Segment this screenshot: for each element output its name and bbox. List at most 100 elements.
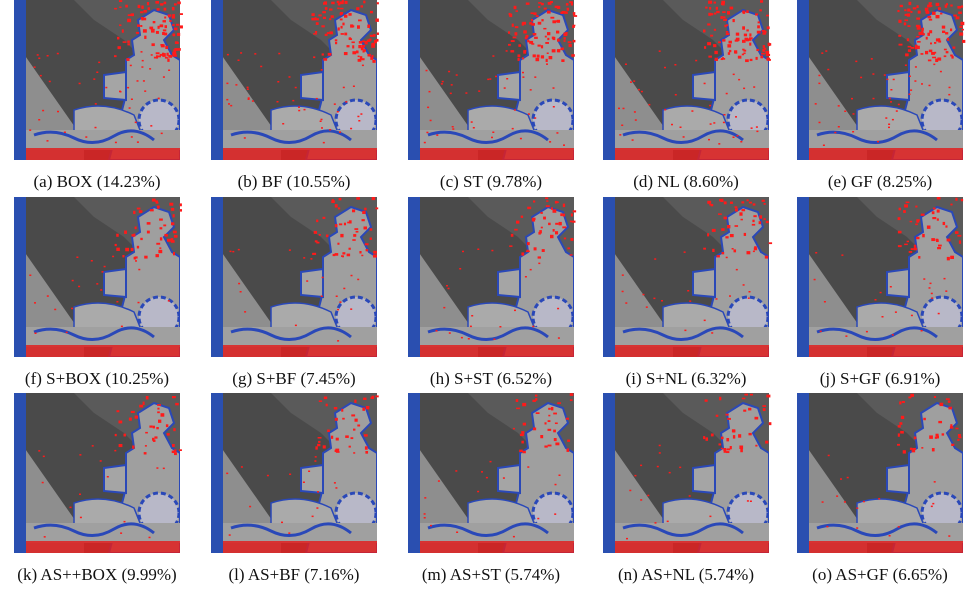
error-speck: [752, 224, 755, 226]
error-speck: [140, 11, 143, 13]
error-speck: [135, 227, 137, 230]
error-speck: [730, 7, 734, 10]
error-speck: [743, 88, 745, 90]
error-speck: [136, 32, 139, 34]
error-speck: [563, 204, 565, 207]
error-speck: [85, 136, 87, 138]
error-speck: [490, 461, 492, 463]
error-speck: [899, 422, 902, 425]
error-speck: [957, 6, 961, 9]
error-speck: [117, 410, 120, 412]
error-speck: [923, 278, 925, 280]
error-speck: [337, 1, 340, 3]
error-speck: [321, 69, 323, 71]
error-speck: [339, 301, 341, 303]
error-speck: [157, 408, 159, 410]
error-speck: [244, 137, 246, 139]
error-speck: [122, 29, 124, 32]
error-speck: [350, 24, 353, 27]
error-speck: [166, 424, 168, 427]
error-speck: [936, 239, 939, 242]
error-speck: [721, 228, 724, 231]
error-speck: [122, 255, 124, 257]
error-speck: [104, 266, 106, 268]
error-speck: [168, 55, 172, 58]
error-speck: [347, 254, 351, 257]
error-speck: [29, 129, 31, 131]
error-speck: [312, 13, 315, 16]
error-speck: [147, 222, 151, 225]
error-speck: [769, 422, 772, 425]
error-speck: [719, 443, 722, 445]
error-speck: [43, 456, 45, 458]
error-speck: [860, 77, 862, 79]
error-speck: [911, 315, 913, 317]
error-speck: [235, 84, 237, 86]
error-speck: [555, 484, 557, 486]
error-speck: [227, 54, 229, 56]
error-speck: [899, 208, 901, 211]
error-speck: [728, 52, 730, 55]
error-speck: [931, 293, 933, 295]
error-speck: [335, 42, 337, 44]
error-speck: [646, 306, 648, 308]
error-speck: [372, 396, 375, 399]
error-speck: [738, 79, 740, 81]
error-speck: [747, 251, 751, 254]
error-speck: [336, 438, 339, 441]
error-speck: [721, 437, 724, 440]
error-speck: [921, 214, 925, 216]
error-speck: [654, 258, 656, 260]
error-speck: [703, 248, 706, 250]
error-speck: [489, 78, 491, 80]
error-speck: [373, 255, 377, 258]
error-speck: [914, 437, 917, 440]
error-speck: [730, 202, 733, 204]
error-speck: [358, 56, 360, 58]
error-speck: [898, 231, 902, 234]
error-speck: [95, 127, 97, 129]
error-speck: [172, 396, 176, 398]
error-speck: [930, 43, 932, 45]
error-speck: [119, 421, 123, 424]
error-speck: [165, 46, 168, 49]
error-speck: [316, 242, 319, 244]
error-speck: [317, 444, 320, 446]
error-speck: [157, 404, 161, 406]
error-speck: [630, 81, 632, 83]
error-speck: [325, 34, 328, 36]
caption: (m) AS+ST (5.74%): [422, 565, 560, 584]
error-speck: [163, 20, 166, 22]
error-speck: [450, 93, 452, 95]
error-speck: [342, 256, 344, 257]
error-speck: [543, 217, 546, 220]
error-speck: [704, 320, 706, 322]
error-speck: [555, 201, 558, 204]
error-speck: [836, 495, 838, 497]
panel: [211, 0, 379, 160]
error-speck: [135, 256, 138, 258]
error-speck: [542, 249, 545, 252]
error-speck: [931, 238, 935, 241]
error-speck: [618, 108, 620, 110]
error-speck: [317, 491, 319, 493]
error-speck: [326, 404, 328, 407]
error-speck: [353, 452, 355, 454]
error-speck: [718, 213, 722, 215]
error-speck: [555, 223, 558, 225]
error-speck: [962, 29, 964, 31]
error-speck: [722, 2, 725, 5]
error-speck: [547, 53, 549, 55]
error-speck: [360, 56, 362, 59]
error-speck: [840, 478, 842, 480]
error-speck: [374, 40, 377, 43]
error-speck: [337, 243, 339, 245]
error-speck: [538, 256, 541, 258]
error-speck: [370, 11, 373, 13]
error-speck: [366, 406, 370, 409]
error-speck: [948, 94, 950, 96]
error-speck: [735, 206, 738, 208]
error-speck: [521, 431, 524, 434]
error-speck: [44, 536, 46, 538]
caption: (b) BF (10.55%): [238, 172, 351, 191]
